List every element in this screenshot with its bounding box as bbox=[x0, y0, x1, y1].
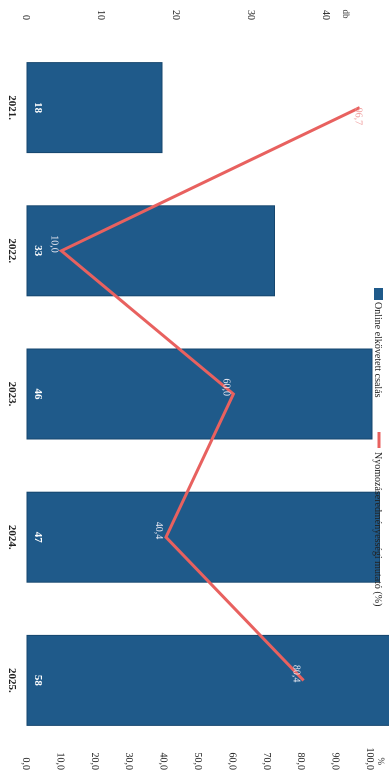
line-value-label: 96,7 bbox=[353, 108, 364, 126]
bar bbox=[26, 491, 380, 583]
right-axis-tick-label: 20,0 bbox=[89, 753, 100, 771]
legend: Online elkövetett csalás Nyomozáseredmény… bbox=[372, 288, 383, 606]
legend-label-line: Nyomozáseredményességi mutató (%) bbox=[372, 452, 383, 606]
bar bbox=[26, 348, 373, 440]
bar-value-label: 18 bbox=[32, 102, 44, 114]
line-value-label: 10,0 bbox=[48, 235, 59, 253]
bars-layer bbox=[26, 62, 389, 726]
line-value-label: 40,4 bbox=[153, 522, 164, 540]
bar-value-label: 33 bbox=[32, 245, 44, 257]
left-axis-tick-label: 30 bbox=[245, 10, 256, 20]
left-axis-tick-label: 0 bbox=[20, 15, 31, 20]
bar-value-label: 46 bbox=[32, 389, 44, 401]
bar-value-label: 58 bbox=[32, 675, 44, 687]
legend-swatch-bar bbox=[374, 288, 383, 300]
rotated-chart-group: 18 2021. 33 2022. 46 2023. 47 2024. 58 2025. 96,7 1… bbox=[6, 10, 389, 771]
line-series bbox=[58, 106, 361, 682]
bar-value-label: 47 bbox=[32, 532, 44, 544]
x-tick-label: 2025. bbox=[6, 668, 18, 693]
line-value-label: 80,4 bbox=[291, 665, 302, 683]
x-tick-label: 2022. bbox=[6, 238, 18, 263]
x-tick-label: 2024. bbox=[6, 525, 18, 550]
right-axis-tick-label: 60,0 bbox=[226, 753, 237, 771]
x-tick-label: 2023. bbox=[6, 382, 18, 407]
legend-label-bar: Online elkövetett csalás bbox=[372, 302, 383, 398]
right-axis-unit: % bbox=[376, 758, 386, 766]
right-axis-tick-label: 90,0 bbox=[330, 753, 341, 771]
right-axis-tick-label: 0,0 bbox=[20, 758, 31, 771]
right-axis-tick-label: 30,0 bbox=[123, 753, 134, 771]
line-value-label: 60,0 bbox=[220, 379, 231, 397]
left-axis-tick-label: 20 bbox=[170, 10, 181, 20]
axes-layer: db 0 10 20 30 40 0,0 10,0 20,0 30,0 40,0 50,0 60,0 70… bbox=[20, 10, 386, 771]
labels-layer: 18 2021. 33 2022. 46 2023. 47 2024. 58 2025. 96,7 1… bbox=[6, 95, 364, 693]
left-axis-tick-label: 10 bbox=[95, 10, 106, 20]
line-layer bbox=[58, 106, 361, 682]
right-axis-tick-label: 40,0 bbox=[158, 753, 169, 771]
right-axis-tick-label: 100,0 bbox=[364, 748, 375, 771]
left-axis-tick-label: 40 bbox=[320, 10, 331, 20]
bar bbox=[26, 62, 163, 154]
left-axis-unit: db bbox=[341, 10, 351, 20]
right-axis-tick-label: 50,0 bbox=[192, 753, 203, 771]
right-axis-tick-label: 10,0 bbox=[54, 753, 65, 771]
bar bbox=[26, 634, 389, 726]
right-axis-tick-label: 70,0 bbox=[261, 753, 272, 771]
right-axis-tick-label: 80,0 bbox=[295, 753, 306, 771]
x-tick-label: 2021. bbox=[6, 95, 18, 120]
